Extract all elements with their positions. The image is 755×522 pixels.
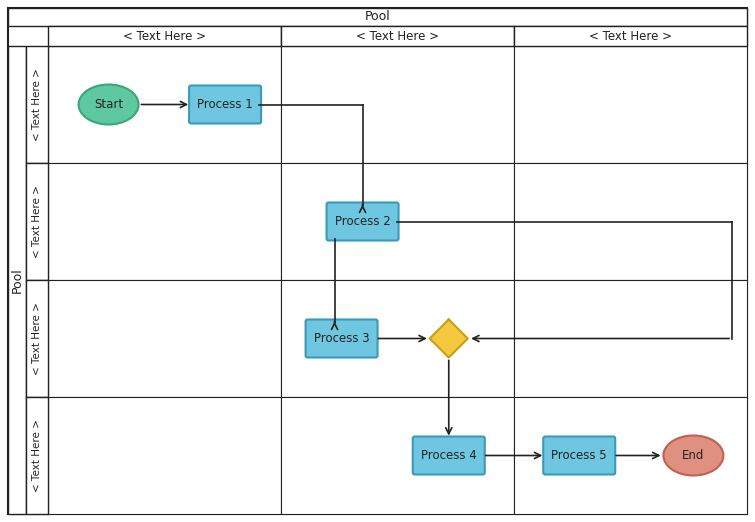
Bar — [26, 163, 48, 280]
Text: < Text Here >: < Text Here > — [356, 30, 439, 42]
Bar — [514, 397, 747, 514]
Bar — [48, 397, 281, 514]
Bar — [281, 26, 514, 46]
Text: < Text Here >: < Text Here > — [32, 68, 42, 141]
Bar — [48, 46, 281, 163]
Bar — [8, 8, 747, 26]
FancyBboxPatch shape — [306, 319, 378, 358]
Bar — [281, 280, 514, 397]
Bar — [48, 280, 281, 397]
FancyBboxPatch shape — [189, 86, 261, 124]
Text: Pool: Pool — [365, 10, 390, 23]
Bar — [514, 163, 747, 280]
FancyBboxPatch shape — [327, 203, 399, 241]
Bar — [26, 397, 48, 514]
Ellipse shape — [664, 435, 723, 476]
Ellipse shape — [79, 85, 139, 125]
Bar — [8, 46, 26, 514]
Polygon shape — [430, 319, 468, 358]
Text: Process 4: Process 4 — [421, 449, 476, 462]
Bar — [514, 26, 747, 46]
Bar — [514, 46, 747, 163]
Text: Process 3: Process 3 — [314, 332, 369, 345]
Bar — [26, 280, 48, 397]
Bar — [281, 397, 514, 514]
Text: Process 5: Process 5 — [551, 449, 607, 462]
Text: < Text Here >: < Text Here > — [123, 30, 206, 42]
Text: Process 1: Process 1 — [197, 98, 253, 111]
Bar — [26, 46, 48, 163]
Text: < Text Here >: < Text Here > — [32, 185, 42, 258]
Text: Process 2: Process 2 — [334, 215, 390, 228]
Text: End: End — [683, 449, 704, 462]
Bar — [48, 26, 281, 46]
Text: < Text Here >: < Text Here > — [32, 419, 42, 492]
Text: Start: Start — [94, 98, 123, 111]
Bar — [514, 280, 747, 397]
FancyBboxPatch shape — [544, 436, 615, 474]
FancyBboxPatch shape — [413, 436, 485, 474]
Text: < Text Here >: < Text Here > — [32, 302, 42, 375]
Bar — [281, 46, 514, 163]
Text: Pool: Pool — [11, 267, 23, 293]
Bar — [48, 163, 281, 280]
Bar — [281, 163, 514, 280]
Text: < Text Here >: < Text Here > — [589, 30, 672, 42]
